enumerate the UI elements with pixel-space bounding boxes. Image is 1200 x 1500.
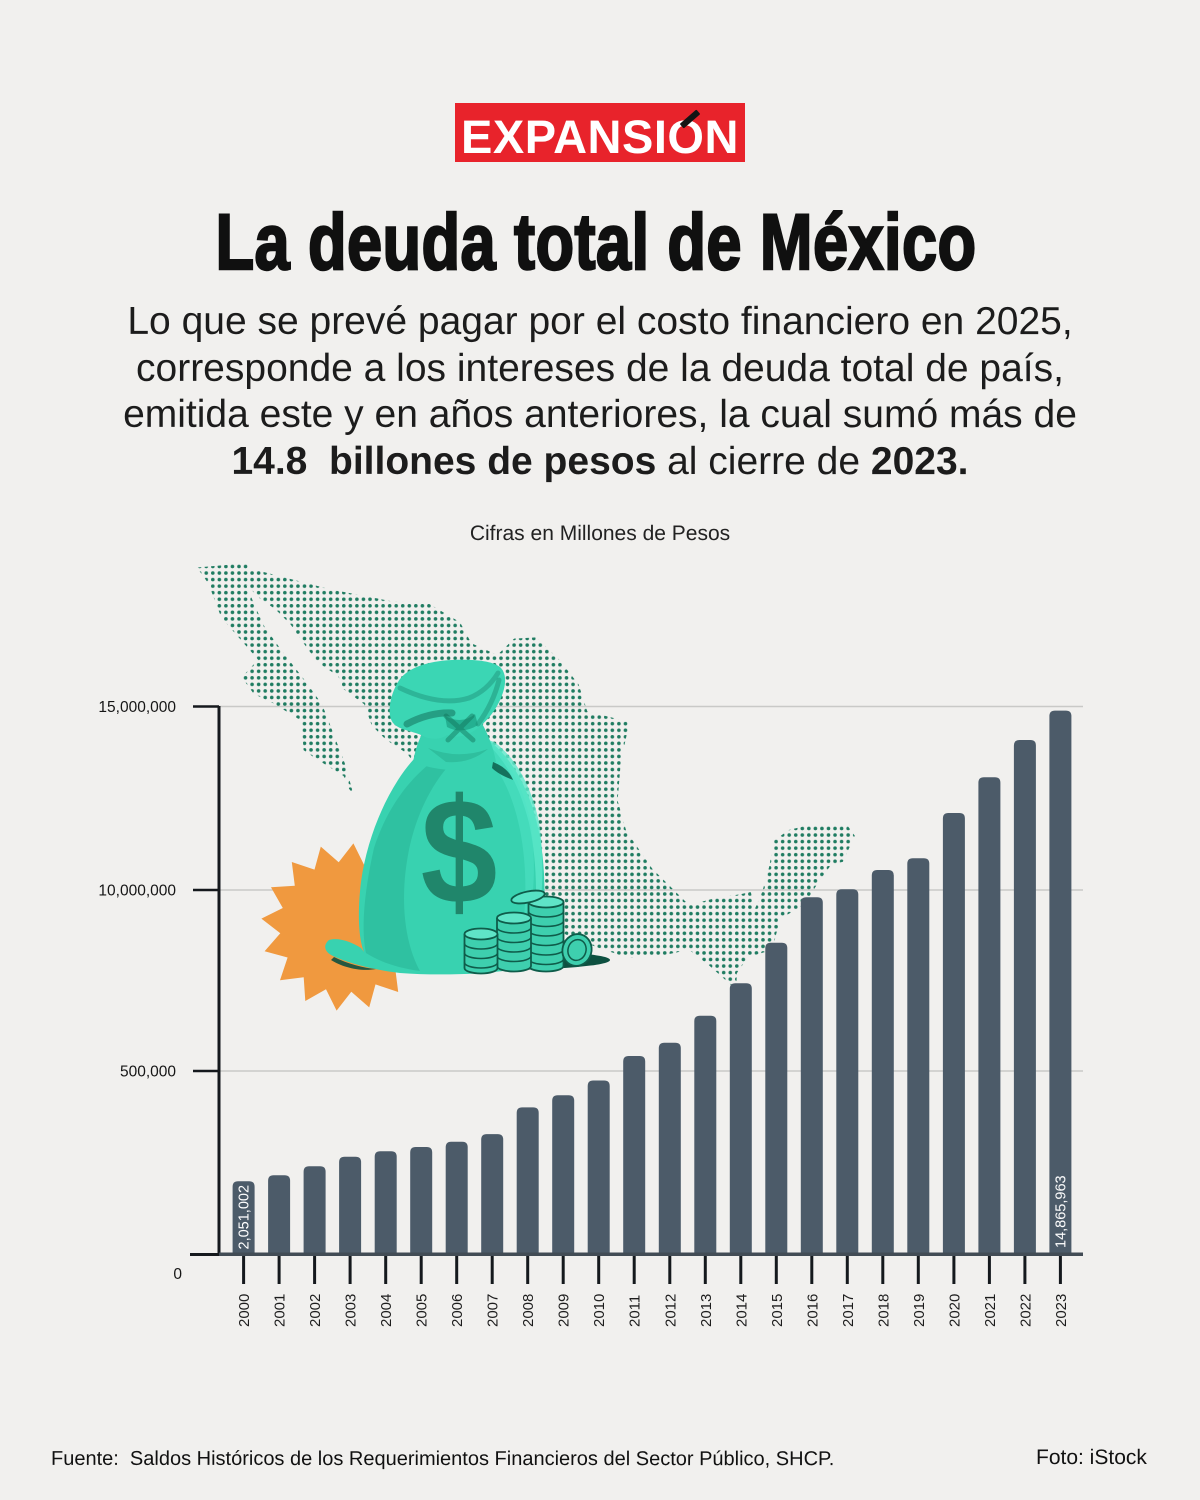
- svg-text:2004: 2004: [378, 1294, 395, 1327]
- svg-text:2011: 2011: [627, 1295, 644, 1327]
- svg-text:2017: 2017: [840, 1294, 857, 1327]
- svg-text:2003: 2003: [343, 1294, 360, 1327]
- svg-text:2019: 2019: [911, 1294, 928, 1327]
- svg-text:2021: 2021: [982, 1294, 999, 1327]
- svg-text:2016: 2016: [804, 1294, 821, 1327]
- svg-text:2014: 2014: [733, 1294, 750, 1327]
- svg-text:2008: 2008: [520, 1294, 537, 1327]
- svg-text:2022: 2022: [1017, 1294, 1034, 1327]
- svg-text:2023: 2023: [1053, 1294, 1070, 1327]
- svg-text:2007: 2007: [485, 1294, 502, 1327]
- svg-text:2009: 2009: [556, 1294, 573, 1327]
- svg-text:2002: 2002: [307, 1294, 324, 1327]
- svg-text:2005: 2005: [414, 1294, 431, 1327]
- svg-text:2018: 2018: [875, 1294, 892, 1327]
- svg-text:10,000,000: 10,000,000: [98, 883, 176, 900]
- svg-text:500,000: 500,000: [120, 1064, 176, 1081]
- svg-text:$: $: [421, 768, 498, 936]
- svg-text:2013: 2013: [698, 1294, 715, 1327]
- svg-text:2015: 2015: [769, 1294, 786, 1327]
- svg-text:2000: 2000: [236, 1294, 253, 1327]
- svg-text:2006: 2006: [449, 1294, 466, 1327]
- svg-text:2010: 2010: [591, 1294, 608, 1327]
- svg-text:14,865,963: 14,865,963: [1053, 1175, 1069, 1248]
- svg-text:2012: 2012: [662, 1294, 679, 1327]
- svg-text:15,000,000: 15,000,000: [98, 699, 176, 716]
- svg-text:0: 0: [173, 1266, 182, 1283]
- svg-text:2020: 2020: [946, 1294, 963, 1327]
- svg-text:2,051,002: 2,051,002: [237, 1185, 253, 1250]
- svg-text:2001: 2001: [272, 1294, 289, 1327]
